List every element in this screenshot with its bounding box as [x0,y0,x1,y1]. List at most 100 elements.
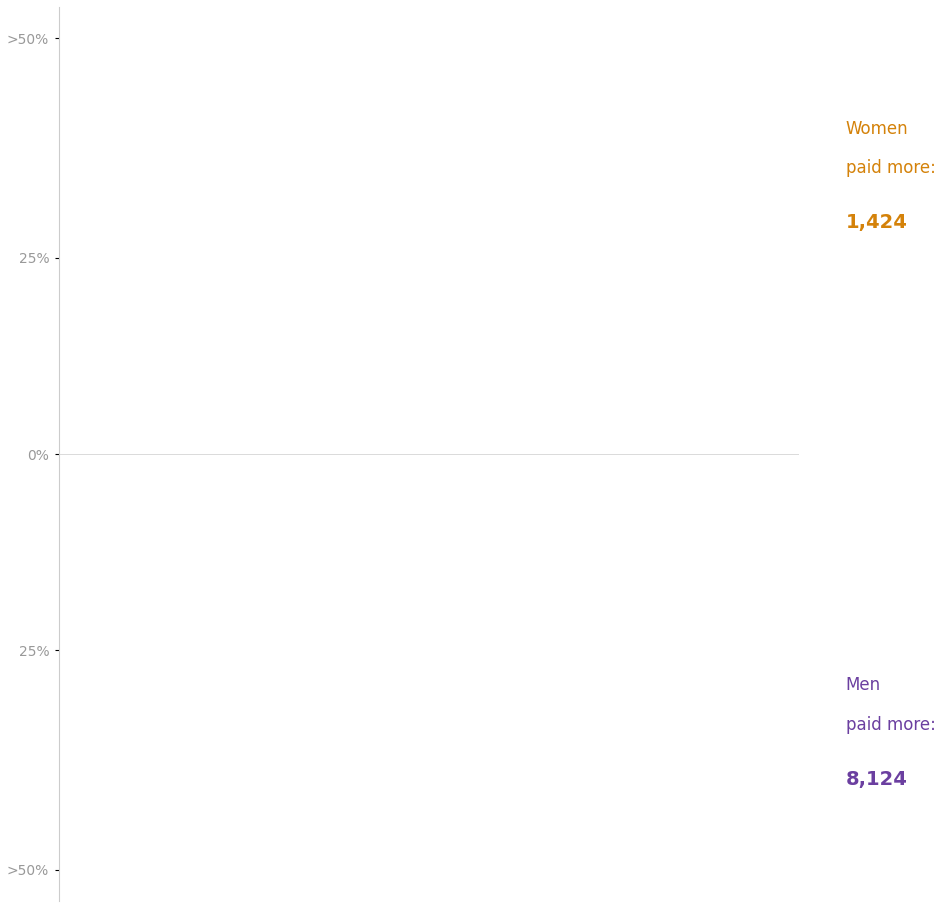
Point [182,541,197,556]
Point [233,627,248,642]
Point [631,455,646,469]
Point [512,580,527,595]
Point [138,697,154,712]
Point [374,450,389,465]
Point [200,521,215,536]
Point [621,447,636,461]
Point [262,461,277,476]
Point [135,651,150,666]
Point [385,643,400,657]
Point [454,505,469,519]
Point [102,745,117,759]
Point [200,360,215,375]
Point [66,454,81,469]
Point [323,513,338,528]
Point [221,494,236,508]
Point [723,533,738,548]
Point [73,486,89,500]
Point [91,518,106,532]
Point [690,470,705,485]
Point [327,470,342,485]
Point [548,557,563,571]
Point [382,481,397,496]
Point [66,761,81,775]
Point [121,439,136,453]
Point [723,481,738,496]
Point [534,481,549,496]
Point [178,450,193,465]
Point [113,439,128,453]
Point [382,521,397,536]
Point [697,459,712,473]
Point [317,439,332,453]
Point [66,513,81,528]
Point [701,572,716,587]
Point [127,498,142,512]
Point [219,690,234,705]
Point [254,450,269,465]
Point [287,525,302,539]
Point [298,454,313,469]
Point [160,721,175,735]
Point [102,415,117,429]
Point [156,525,171,539]
Point [200,498,215,512]
Point [443,505,458,519]
Point [421,572,436,587]
Point [91,461,106,476]
Point [625,541,640,556]
Point [240,521,255,536]
Point [464,494,479,508]
Point [417,489,432,504]
Point [429,533,444,548]
Point [331,455,346,469]
Point [219,369,234,383]
Point [84,274,99,289]
Point [146,485,161,499]
Point [113,525,128,539]
Point [236,697,252,712]
Point [258,604,273,618]
Point [149,392,164,407]
Point [483,611,498,626]
Point [301,580,317,595]
Point [240,643,255,657]
Point [84,196,99,211]
Point [88,545,103,559]
Point [654,533,669,548]
Point [411,461,426,476]
Point [215,439,230,453]
Point [174,469,189,484]
Point [127,800,142,814]
Point [327,666,342,681]
Point [186,505,201,519]
Point [127,329,142,343]
Point [690,462,705,477]
Point [211,415,226,429]
Point [327,439,342,453]
Point [552,450,567,465]
Point [366,572,382,587]
Point [327,509,342,524]
Point [131,470,146,485]
Point [99,498,114,512]
Point [225,462,240,477]
Point [693,548,708,563]
Point [244,415,259,429]
Point [352,525,367,539]
Point [66,447,81,461]
Point [106,666,121,681]
Point [501,498,516,512]
Point [66,149,81,163]
Point [668,580,683,595]
Point [109,753,124,767]
Point [272,580,287,595]
Point [99,627,114,642]
Point [588,470,603,485]
Point [156,690,171,705]
Point [200,545,215,559]
Point [186,439,201,453]
Point [160,528,175,543]
Point [240,557,255,571]
Point [301,489,317,504]
